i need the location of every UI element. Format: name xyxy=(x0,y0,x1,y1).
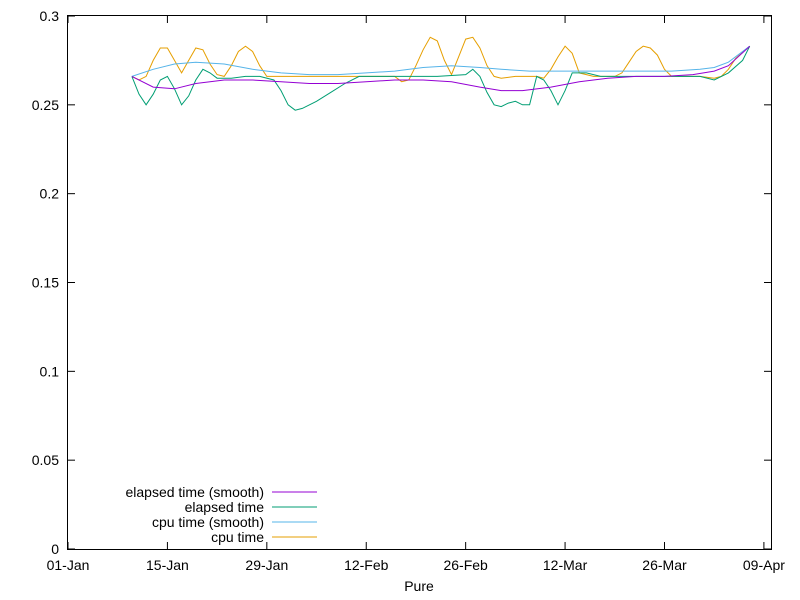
plot-frame xyxy=(67,15,772,550)
series-line-3 xyxy=(131,36,751,83)
legend-label: elapsed time xyxy=(185,499,265,515)
x-tick-label: 29-Jan xyxy=(245,557,288,573)
legend-label: cpu time xyxy=(211,529,264,545)
x-tick-label: 12-Mar xyxy=(543,557,588,573)
y-tick-label: 0.25 xyxy=(32,97,59,113)
x-tick-label: 12-Feb xyxy=(344,557,389,573)
legend-label: elapsed time (smooth) xyxy=(125,484,264,500)
y-tick-label: 0.15 xyxy=(32,275,59,291)
x-tick-label: 09-Apr xyxy=(743,557,785,573)
y-tick-label: 0 xyxy=(51,541,59,557)
x-tick-label: 15-Jan xyxy=(146,557,189,573)
y-axis: 0 0.05 0.1 0.15 0.2 0.25 0.3 xyxy=(32,8,771,557)
x-axis-label: Pure xyxy=(404,578,434,594)
y-tick-label: 0.1 xyxy=(40,363,60,379)
series-line-1 xyxy=(131,45,751,111)
x-tick-label: 26-Mar xyxy=(642,557,687,573)
y-tick-label: 0.2 xyxy=(40,186,60,202)
series-line-0 xyxy=(131,45,751,92)
y-tick-label: 0.3 xyxy=(40,8,60,24)
x-axis: 01-Jan 15-Jan 29-Jan 12-Feb 26-Feb 12-Mar 26-M… xyxy=(47,16,785,573)
series-lines xyxy=(131,36,751,111)
y-tick-label: 0.05 xyxy=(32,452,59,468)
legend-label: cpu time (smooth) xyxy=(152,514,264,530)
x-tick-label: 26-Feb xyxy=(443,557,488,573)
x-tick-label: 01-Jan xyxy=(47,557,90,573)
series-line-2 xyxy=(131,45,751,77)
